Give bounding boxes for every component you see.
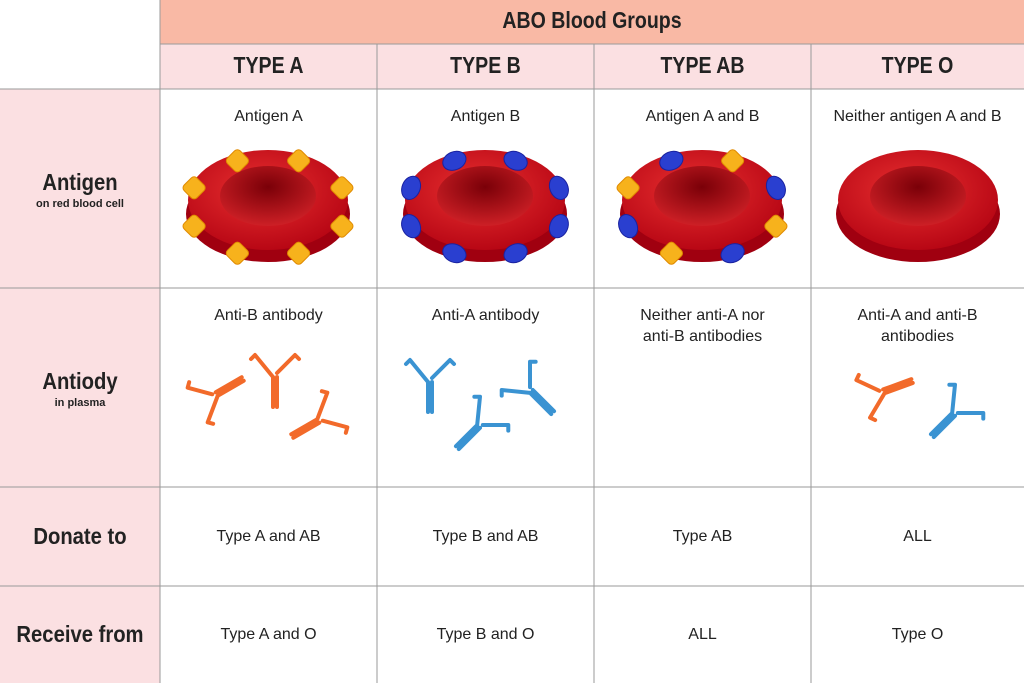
antibody	[854, 372, 915, 423]
cell-text: Type A and O	[220, 625, 317, 643]
antibody-shape	[185, 375, 246, 426]
antibody	[499, 359, 557, 417]
antigen-b	[548, 214, 569, 239]
cell-text: Type O	[891, 625, 944, 643]
row-label: Receive from	[16, 620, 144, 647]
antigen-a	[659, 241, 683, 265]
antibody-shape	[499, 359, 557, 417]
antigen-b	[659, 150, 684, 171]
column-header: TYPE O	[881, 52, 954, 78]
cell-text: Type B and O	[436, 625, 535, 643]
antigen-a	[287, 241, 311, 265]
row-label: Donate to	[33, 522, 127, 549]
antigen-a	[764, 214, 788, 238]
cell-center	[870, 166, 966, 226]
antigen-b	[442, 150, 467, 171]
antibody	[185, 375, 246, 426]
row-sublabel: in plasma	[54, 396, 106, 409]
cell-text: Type A and AB	[216, 527, 321, 545]
antigen-a	[330, 214, 354, 238]
antibody-shape	[249, 353, 301, 409]
antigen-b	[503, 150, 528, 171]
antibody	[453, 394, 511, 452]
cell-text: Type AB	[672, 527, 733, 545]
antigen-b	[503, 243, 528, 264]
antigen-a	[182, 176, 206, 200]
column-header: TYPE AB	[660, 52, 745, 78]
red-blood-cell	[616, 149, 788, 265]
cell-text: Antigen A	[234, 108, 303, 125]
row-label: Antigen	[42, 168, 118, 195]
antigen-a	[330, 176, 354, 200]
cell-text: ALL	[903, 527, 932, 545]
cell-text: Anti-A antibody	[431, 307, 540, 324]
antigen-a	[225, 149, 249, 173]
antigen-a	[225, 241, 249, 265]
title-band	[160, 0, 1024, 44]
cell-text: Neither anti-A nor anti-B antibodies	[640, 307, 765, 345]
antigen-b	[548, 175, 569, 200]
column-header: TYPE A	[233, 52, 304, 78]
antigen-b	[442, 243, 467, 264]
column-header: TYPE B	[450, 52, 521, 78]
cell-text: Anti-B antibody	[214, 307, 323, 324]
cell-text: Anti-A and anti-B antibodies	[857, 307, 978, 345]
antigen-b	[401, 175, 422, 200]
cell-text: Neither antigen A and B	[833, 108, 1002, 125]
antigen-b	[401, 214, 422, 239]
cell-center	[654, 166, 750, 226]
row-label: Antiody	[42, 367, 118, 394]
antibody-shape	[453, 394, 511, 452]
antibody	[404, 358, 456, 414]
cell-text: Type B and AB	[432, 527, 539, 545]
label-column	[0, 89, 160, 683]
cell-text: Antigen B	[450, 108, 521, 125]
antigen-a	[616, 176, 640, 200]
antigen-a	[287, 149, 311, 173]
antibody-shape	[854, 372, 915, 423]
antibody	[928, 382, 986, 440]
antigen-a	[721, 149, 745, 173]
antibody-shape	[928, 382, 986, 440]
red-blood-cell	[182, 149, 354, 265]
antigen-b	[720, 243, 745, 264]
cell-text: ALL	[688, 625, 717, 643]
cell-center	[437, 166, 533, 226]
cell-center	[220, 166, 316, 226]
antibody-shape	[404, 358, 456, 414]
header-band	[160, 44, 1024, 89]
antigen-a	[182, 214, 206, 238]
red-blood-cell	[401, 150, 569, 264]
antibody	[249, 353, 301, 409]
title: ABO Blood Groups	[502, 7, 682, 33]
antibody-shape	[289, 389, 350, 440]
antigen-b	[765, 175, 786, 200]
row-sublabel: on red blood cell	[35, 197, 124, 210]
antigen-b	[618, 214, 639, 239]
antibody	[289, 389, 350, 440]
cell-text: Antigen A and B	[645, 108, 760, 125]
red-blood-cell	[836, 150, 1000, 262]
